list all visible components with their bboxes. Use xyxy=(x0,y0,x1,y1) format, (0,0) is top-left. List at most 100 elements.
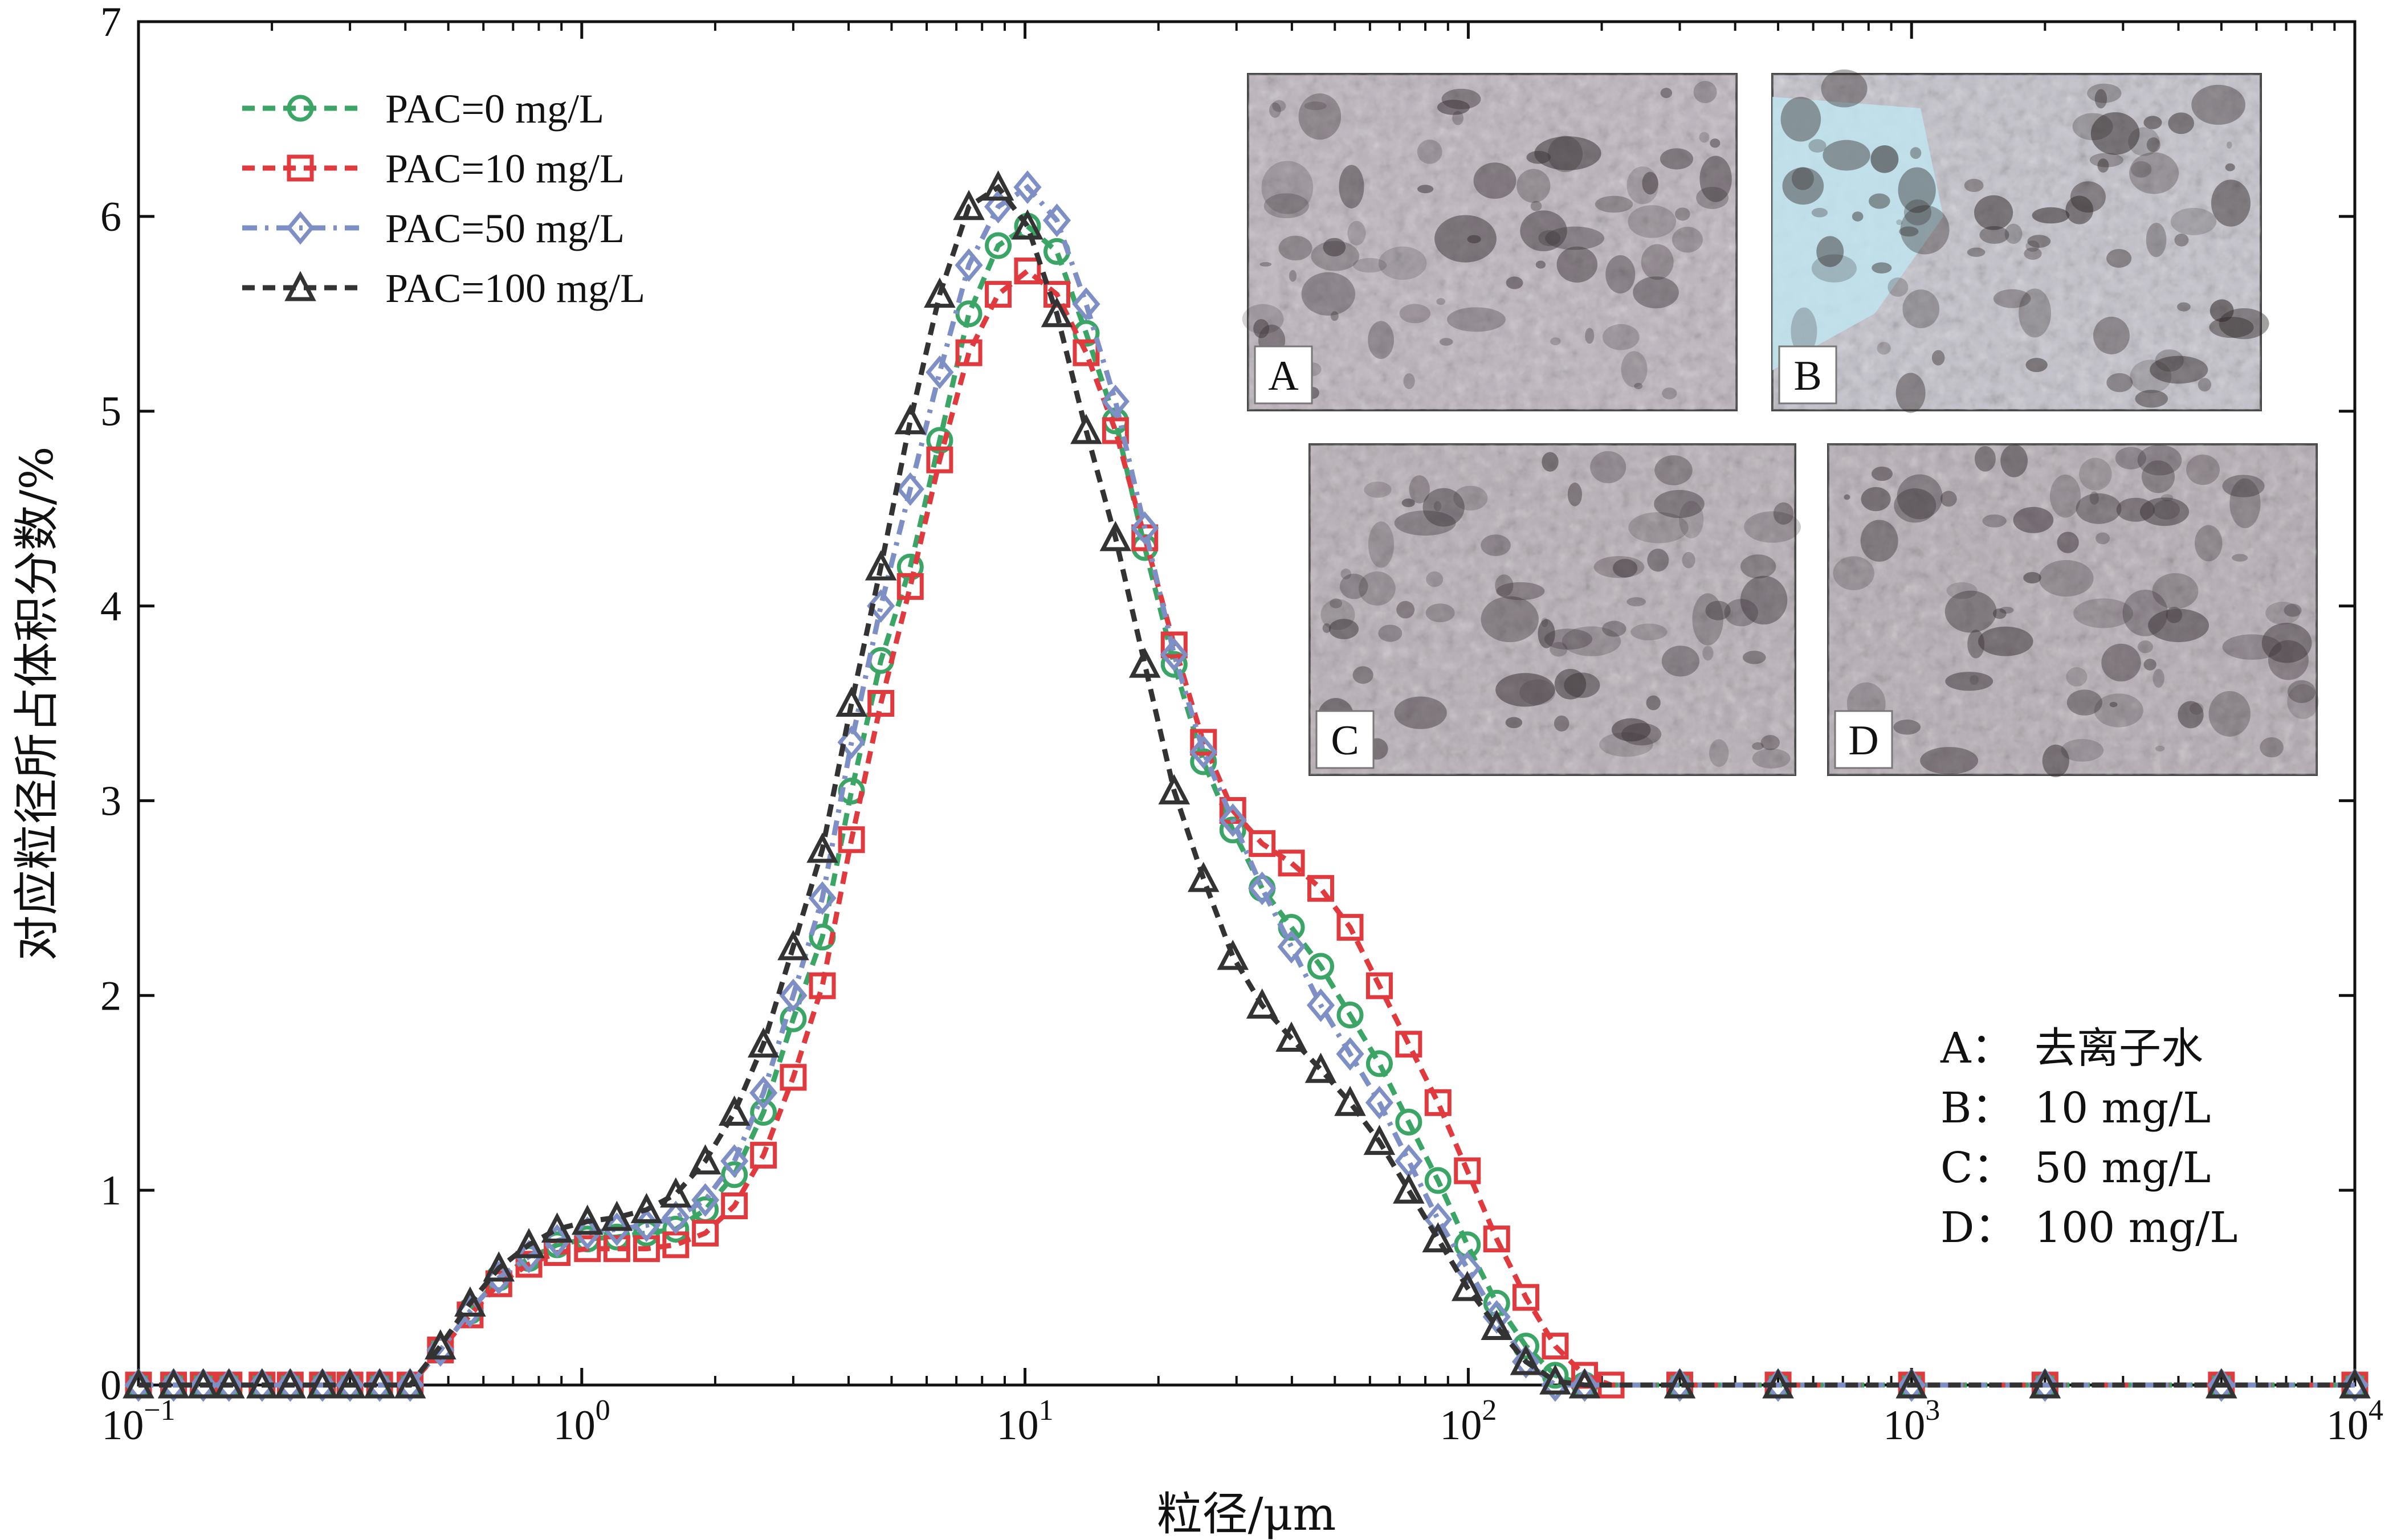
photo-floc xyxy=(2189,702,2204,715)
photo-floc xyxy=(2166,607,2183,623)
data-point xyxy=(213,1368,245,1399)
photo-floc xyxy=(2209,299,2234,322)
photo-floc xyxy=(2116,497,2155,522)
data-point xyxy=(955,248,983,282)
data-point xyxy=(1307,953,1335,980)
data-point xyxy=(1248,871,1277,905)
photo-floc xyxy=(1505,717,1523,729)
photo-floc xyxy=(1699,132,1710,143)
photo-floc xyxy=(2106,373,2133,393)
data-point xyxy=(1451,1271,1483,1301)
photo-floc xyxy=(2232,554,2248,562)
series-line xyxy=(138,267,2355,1388)
photo-floc xyxy=(1585,328,1595,344)
data-point xyxy=(1764,1368,1792,1402)
data-point xyxy=(394,1368,426,1399)
data-point xyxy=(1895,1368,1927,1399)
legend-marker xyxy=(284,271,316,301)
y-tick-label: 6 xyxy=(100,194,121,240)
data-point xyxy=(809,972,836,999)
photo-floc xyxy=(1495,574,1514,597)
photo-floc xyxy=(1434,501,1442,512)
photo-floc xyxy=(1347,220,1366,246)
data-point xyxy=(1277,930,1306,964)
photo-floc xyxy=(1675,207,1690,221)
photo-floc xyxy=(2027,235,2051,248)
data-point xyxy=(364,1368,396,1399)
photo-floc xyxy=(1646,695,1661,710)
photo-floc xyxy=(1780,96,1821,142)
photo-floc xyxy=(1530,201,1542,211)
annotation-key: A： xyxy=(1940,1024,2013,1073)
data-point xyxy=(454,1286,486,1317)
photo-floc xyxy=(1979,226,2009,244)
photo-floc xyxy=(1661,646,1699,677)
photo-floc xyxy=(2004,223,2023,244)
photo-floc xyxy=(1944,590,1997,633)
photo-floc xyxy=(2155,745,2165,751)
photo-floc xyxy=(1974,446,1996,472)
plot-frame xyxy=(137,20,2357,1387)
photo-floc xyxy=(1352,258,1387,273)
data-point xyxy=(1219,816,1246,844)
photo-floc xyxy=(2155,349,2184,372)
photo-floc xyxy=(2094,89,2107,109)
photo-floc xyxy=(1396,601,1415,619)
photo-floc xyxy=(1740,575,1788,625)
y-axis-ticks: 0 1 2 3 4 5 6 7 xyxy=(100,0,2355,1409)
data-point xyxy=(187,1368,219,1399)
photo-floc xyxy=(2130,360,2172,394)
data-point xyxy=(780,1064,807,1091)
photo-floc xyxy=(1613,558,1638,578)
series-layer xyxy=(123,170,2371,1402)
data-point xyxy=(123,1368,154,1399)
photo-floc xyxy=(1752,748,1791,769)
annotation-value: 50 mg/L xyxy=(2035,1143,2211,1192)
photo-floc xyxy=(1660,148,1694,170)
data-point xyxy=(1897,1368,1926,1402)
photo-label: C xyxy=(1331,717,1359,764)
data-point xyxy=(246,1368,278,1399)
photo-label: A xyxy=(1268,353,1298,399)
photo-floc xyxy=(1633,276,1679,309)
legend-label: PAC=10 mg/L xyxy=(385,146,625,191)
legend-marker xyxy=(287,95,314,122)
legend-entry: PAC=10 mg/L xyxy=(242,146,625,191)
data-point xyxy=(1336,1037,1364,1071)
photo-floc xyxy=(1897,474,1943,520)
data-point xyxy=(1365,1050,1393,1077)
photo-floc xyxy=(2032,207,2070,224)
x-tick-label: 102 xyxy=(1440,1394,1497,1449)
data-point xyxy=(1101,385,1130,419)
photo-floc xyxy=(1278,235,1312,261)
data-point xyxy=(515,1239,543,1273)
data-point xyxy=(602,1212,631,1246)
photo-floc xyxy=(1554,715,1569,732)
photo-floc xyxy=(1992,608,2007,619)
photo-floc xyxy=(2024,247,2042,260)
photo-floc xyxy=(1872,262,1892,274)
photo-floc xyxy=(1628,205,1677,238)
photo-floc xyxy=(2013,506,2054,533)
photo-floc xyxy=(2101,643,2141,682)
photo-label: B xyxy=(1793,353,1821,399)
data-point xyxy=(1539,1364,1571,1395)
data-point xyxy=(396,1368,425,1402)
photo-floc xyxy=(2135,390,2168,408)
data-point xyxy=(572,1204,604,1235)
photo-floc xyxy=(1425,603,1455,623)
photo-floc xyxy=(1399,304,1431,324)
photo-floc xyxy=(1409,475,1430,504)
photo-floc xyxy=(2089,153,2123,168)
photo-floc xyxy=(1816,236,1844,267)
data-point xyxy=(2031,1368,2059,1402)
photo-floc xyxy=(1978,626,2033,656)
data-point xyxy=(1073,339,1100,366)
data-point xyxy=(1568,1368,1601,1399)
data-point xyxy=(1014,258,1041,285)
photo-floc xyxy=(1298,93,1342,140)
photo-floc xyxy=(2284,603,2302,617)
data-point xyxy=(2207,1368,2236,1402)
photo-floc xyxy=(1945,672,1994,691)
data-point xyxy=(1042,203,1071,238)
